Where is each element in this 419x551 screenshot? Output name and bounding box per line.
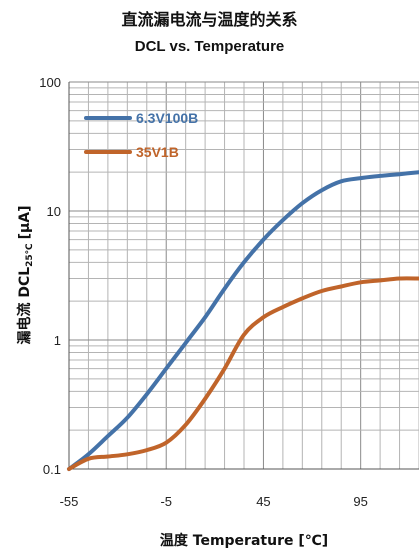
y-tick-label: 100 [39,75,61,90]
tick-labels: -55 -5 45 95 0.1 1 10 100 [39,75,368,509]
series-layer [67,170,419,471]
x-tick-label: 95 [353,494,367,509]
y-tick-label: 1 [54,333,61,348]
y-axis-title-unit: [μA] [17,205,33,239]
axes [68,82,419,470]
x-tick-label: -55 [60,494,79,509]
y-axis-title-main: 漏电流 DCL [16,267,33,345]
y-tick-label: 10 [47,204,61,219]
x-tick-label: 45 [256,494,270,509]
chart-title: 直流漏电流与温度的关系 [121,10,298,29]
x-tick-label: -5 [160,494,172,509]
legend-label: 35V1B [136,144,179,160]
svg-text:漏电流 DCL25℃[μA]: 漏电流 DCL25℃ [μA] [16,205,35,344]
y-tick-label: 0.1 [43,462,61,477]
y-axis-title: 漏电流 DCL25℃ [μA] [16,205,35,344]
legend-label: 6.3V100B [136,110,198,126]
series-line [67,276,419,471]
chart-subtitle: DCL vs. Temperature [134,38,285,55]
legend: 6.3V100B 35V1B [84,110,198,160]
series-line [67,170,419,471]
x-axis-title: 温度 Temperature [℃] [160,532,328,549]
y-axis-title-sub: 25℃ [25,243,35,267]
